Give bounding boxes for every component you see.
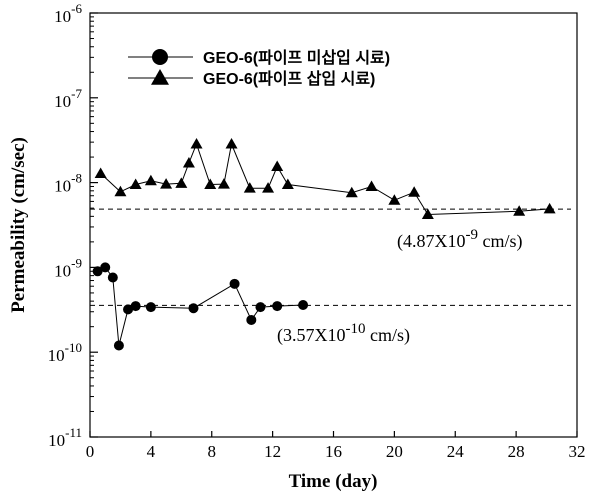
x-tick-label: 16 [325, 442, 342, 461]
x-tick-label: 8 [208, 442, 217, 461]
x-tick-label: 20 [386, 442, 403, 461]
data-point-triangle [217, 178, 230, 189]
data-point-triangle [94, 167, 107, 179]
data-point-triangle [160, 178, 173, 189]
data-point-triangle [114, 185, 127, 197]
y-tick-label: 10-9 [54, 255, 82, 280]
x-axis-ticks: 0 4 8 12 16 20 24 28 32 [86, 431, 586, 461]
data-point-circle [229, 278, 240, 289]
y-tick-label: 10-11 [48, 425, 82, 450]
x-axis-title: Time (day) [289, 471, 378, 492]
data-point-triangle [345, 186, 358, 198]
data-point-triangle [204, 178, 217, 189]
data-point-circle [188, 303, 199, 314]
data-point-triangle [281, 178, 294, 189]
data-point-triangle [182, 157, 195, 168]
data-point-triangle [408, 186, 421, 197]
data-point-triangle [388, 194, 401, 205]
data-point-triangle [225, 138, 238, 149]
annotations: (4.87X10-9 cm/s) (3.57X10-10 cm/s) [277, 227, 523, 346]
data-point-circle [130, 301, 141, 312]
data-point-triangle [365, 180, 378, 191]
reference-annotation: (3.57X10-10 cm/s) [277, 321, 410, 346]
data-point-circle [113, 340, 124, 351]
data-point-circle [92, 266, 103, 277]
x-tick-label: 0 [86, 442, 95, 461]
x-tick-label: 28 [508, 442, 525, 461]
data-point-circle [145, 302, 156, 313]
series-markers [92, 138, 556, 351]
data-point-triangle [190, 138, 203, 149]
data-point-triangle [421, 208, 434, 220]
y-axis-ticks: 10-11 10-10 10-9 10-8 10-7 10-6 [48, 1, 98, 450]
legend-marker-triangle [151, 69, 169, 85]
reference-lines [90, 208, 571, 306]
y-axis-title: Permeability (cm/sec) [8, 137, 29, 313]
data-point-circle [107, 272, 118, 283]
y-tick-label: 10-10 [48, 340, 82, 365]
data-point-circle [123, 304, 134, 315]
data-point-triangle [243, 182, 256, 193]
x-tick-label: 12 [264, 442, 281, 461]
reference-annotation: (4.87X10-9 cm/s) [397, 227, 523, 252]
data-point-triangle [175, 177, 188, 188]
data-point-circle [246, 314, 257, 325]
y-tick-label: 10-8 [54, 171, 82, 196]
data-point-circle [272, 301, 283, 312]
data-point-triangle [513, 205, 526, 216]
legend: GEO-6(파이프 미삽입 시료) GEO-6(파이프 삽입 시료) [128, 49, 390, 88]
data-point-triangle [262, 182, 275, 193]
data-point-triangle [271, 160, 284, 171]
legend-label: GEO-6(파이프 삽입 시료) [203, 70, 375, 88]
data-point-circle [255, 302, 266, 313]
y-tick-label: 10-6 [54, 1, 82, 26]
data-point-circle [298, 300, 309, 311]
legend-label: GEO-6(파이프 미삽입 시료) [203, 49, 390, 67]
data-point-triangle [543, 202, 556, 214]
data-point-circle [100, 262, 111, 273]
series-line [100, 142, 550, 216]
x-tick-label: 32 [569, 442, 586, 461]
y-tick-label: 10-7 [54, 86, 82, 111]
data-point-triangle [129, 178, 142, 189]
legend-marker-circle [152, 49, 168, 65]
x-tick-label: 24 [447, 442, 465, 461]
x-tick-label: 4 [147, 442, 156, 461]
data-point-triangle [144, 174, 157, 186]
